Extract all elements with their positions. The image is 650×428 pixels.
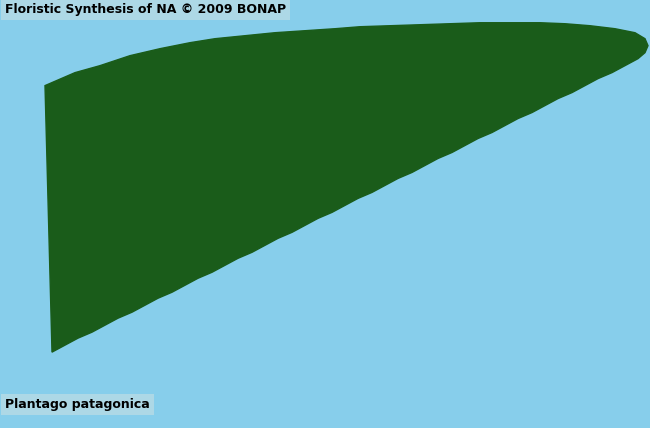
Text: Plantago patagonica: Plantago patagonica <box>5 398 150 411</box>
Text: Floristic Synthesis of NA © 2009 BONAP: Floristic Synthesis of NA © 2009 BONAP <box>5 3 286 16</box>
Polygon shape <box>45 23 648 352</box>
